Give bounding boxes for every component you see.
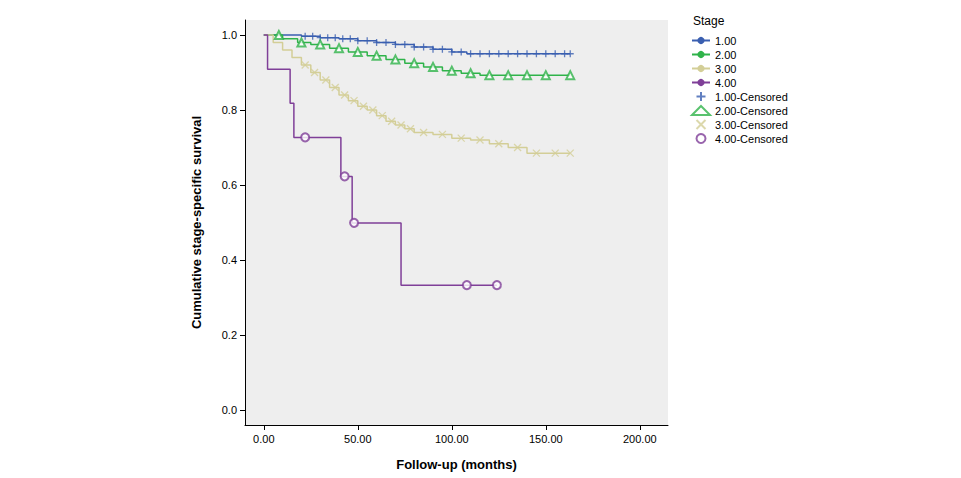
svg-text:3.00: 3.00 <box>715 63 736 75</box>
svg-text:1.00: 1.00 <box>715 35 736 47</box>
svg-text:Stage: Stage <box>693 14 725 28</box>
svg-text:2.00-Censored: 2.00-Censored <box>715 105 788 117</box>
svg-text:0.8: 0.8 <box>222 104 237 116</box>
svg-text:50.00: 50.00 <box>344 433 372 445</box>
svg-text:100.00: 100.00 <box>435 433 469 445</box>
svg-text:200.00: 200.00 <box>623 433 657 445</box>
svg-text:0.00: 0.00 <box>253 433 274 445</box>
svg-text:1.0: 1.0 <box>222 29 237 41</box>
svg-text:2.00: 2.00 <box>715 49 736 61</box>
svg-text:0.0: 0.0 <box>222 404 237 416</box>
svg-text:4.00: 4.00 <box>715 77 736 89</box>
svg-text:Follow-up (months): Follow-up (months) <box>396 457 517 472</box>
svg-text:0.6: 0.6 <box>222 179 237 191</box>
svg-text:0.2: 0.2 <box>222 329 237 341</box>
svg-text:3.00-Censored: 3.00-Censored <box>715 119 788 131</box>
svg-text:0.4: 0.4 <box>222 254 237 266</box>
svg-text:Cumulative stage-specific surv: Cumulative stage-specific survival <box>189 116 204 329</box>
svg-text:150.00: 150.00 <box>529 433 563 445</box>
svg-text:1.00-Censored: 1.00-Censored <box>715 91 788 103</box>
svg-text:4.00-Censored: 4.00-Censored <box>715 133 788 145</box>
